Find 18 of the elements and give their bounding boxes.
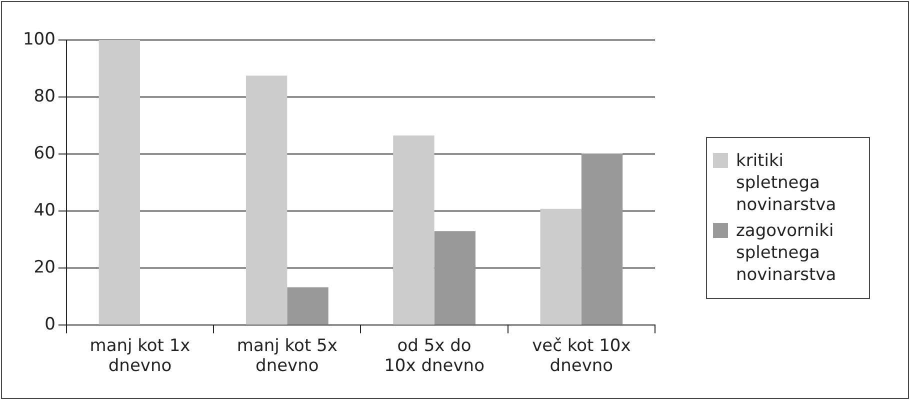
bar [434,231,476,325]
y-tick-label: 40 [34,200,56,221]
bar [98,40,140,325]
bar [581,154,623,325]
bar [246,76,288,325]
x-tick-label: manj kot 5x dnevno [236,336,338,376]
y-tick-label: 60 [34,144,56,164]
bar [287,287,328,325]
y-tick-label: 0 [44,314,56,335]
x-tick-label: več kot 10x dnevno [532,336,631,376]
y-tick-label: 100 [22,29,56,50]
x-tick-label: manj kot 1x dnevno [90,336,190,376]
x-tick-label: od 5x do 10x dnevno [384,336,484,376]
bar [393,136,434,325]
y-tick-label: 20 [34,258,56,278]
y-tick-label: 80 [34,86,56,106]
bar [540,208,582,325]
legend-label: zagovorniki spletnega novinarstva [736,220,838,286]
